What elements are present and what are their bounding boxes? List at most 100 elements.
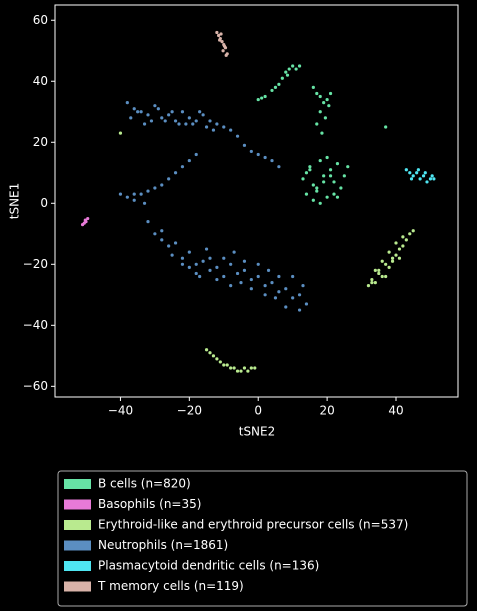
point: [432, 177, 436, 181]
point: [315, 91, 319, 96]
x-tick-label: 40: [388, 404, 403, 418]
point: [239, 369, 243, 373]
point: [215, 265, 219, 269]
x-tick-label: −40: [108, 404, 133, 418]
point: [366, 284, 371, 288]
point: [125, 101, 129, 105]
point: [184, 122, 188, 126]
point: [249, 366, 253, 370]
point: [118, 192, 123, 196]
legend-label: Neutrophils (n=1861): [98, 538, 228, 552]
point: [242, 143, 247, 147]
point: [211, 128, 216, 132]
point: [217, 33, 221, 38]
point: [284, 287, 288, 291]
point: [201, 259, 205, 263]
point: [277, 165, 281, 169]
point: [201, 113, 205, 117]
point: [256, 97, 260, 102]
point: [139, 110, 143, 114]
y-tick-label: −40: [23, 318, 48, 332]
point: [204, 348, 209, 352]
point: [198, 274, 202, 279]
point: [335, 195, 340, 199]
legend-swatch: [64, 581, 91, 592]
point: [235, 134, 240, 138]
point: [215, 122, 219, 126]
point: [416, 168, 420, 172]
point: [222, 256, 226, 260]
x-tick-label: −20: [177, 404, 202, 418]
point: [225, 363, 229, 367]
point: [146, 113, 150, 117]
point: [194, 262, 198, 266]
point: [273, 85, 278, 89]
point: [401, 244, 405, 248]
point: [160, 229, 164, 233]
x-axis-label: tSNE2: [239, 425, 276, 439]
point: [204, 247, 209, 251]
point: [146, 189, 150, 193]
point: [173, 241, 178, 245]
point: [173, 119, 178, 123]
point: [408, 171, 412, 175]
y-tick-label: −60: [23, 379, 48, 393]
point: [222, 125, 226, 129]
point: [291, 64, 295, 68]
point: [311, 198, 315, 202]
point: [215, 277, 219, 282]
point: [291, 274, 295, 279]
point: [249, 149, 253, 154]
point: [132, 198, 136, 202]
point: [220, 40, 224, 44]
point: [397, 256, 402, 260]
point: [423, 171, 427, 175]
point: [118, 131, 123, 135]
point: [222, 363, 226, 367]
point: [370, 281, 374, 285]
point: [180, 165, 185, 169]
point: [263, 284, 267, 288]
y-tick-label: 20: [33, 135, 48, 149]
point: [235, 369, 240, 373]
legend-swatch: [64, 540, 91, 551]
point: [198, 110, 202, 114]
point: [229, 262, 233, 266]
point: [191, 122, 195, 126]
point: [129, 116, 133, 120]
point: [397, 247, 402, 251]
point: [246, 369, 250, 373]
point: [308, 165, 312, 169]
legend-swatch: [64, 479, 91, 489]
point: [339, 186, 343, 190]
point: [167, 177, 171, 181]
point: [180, 110, 185, 114]
point: [421, 174, 426, 178]
point: [263, 94, 267, 99]
point: [208, 351, 212, 355]
point: [173, 171, 178, 175]
point: [325, 195, 329, 199]
point: [418, 177, 422, 181]
point: [304, 302, 309, 306]
point: [170, 253, 174, 257]
point: [242, 268, 247, 273]
point: [304, 192, 309, 196]
point: [219, 32, 223, 36]
point: [139, 192, 143, 196]
point: [170, 110, 174, 114]
point: [187, 250, 191, 254]
point: [415, 171, 419, 175]
point: [187, 265, 191, 269]
point: [167, 244, 171, 248]
point: [294, 67, 298, 71]
point: [301, 284, 305, 288]
point: [377, 268, 381, 273]
point: [160, 183, 164, 187]
point: [428, 177, 433, 181]
point: [266, 268, 271, 273]
point: [411, 229, 415, 233]
point: [370, 277, 374, 282]
